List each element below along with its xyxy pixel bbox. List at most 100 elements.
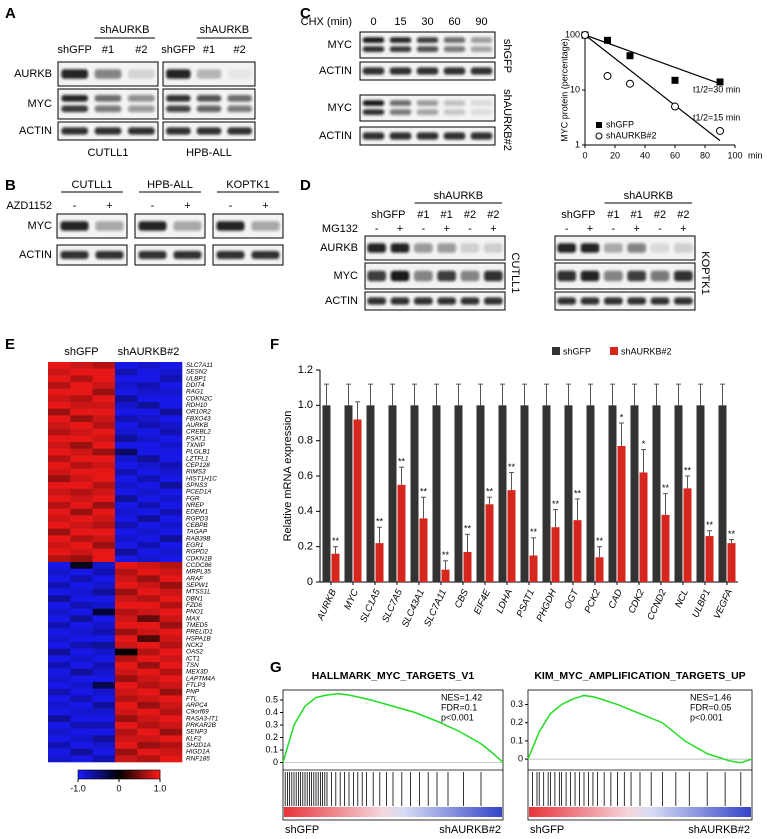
bar (353, 419, 362, 582)
y-tick-label: 0.4 (298, 505, 313, 517)
row-label: ACTIN (19, 125, 52, 137)
heat-cell (48, 375, 71, 383)
enrichment-curve (527, 694, 753, 764)
band (416, 37, 439, 43)
significance: ** (486, 487, 494, 497)
heat-cell (48, 402, 71, 409)
band (196, 95, 222, 102)
heat-cell (137, 635, 160, 643)
x-tick-label: 80 (700, 150, 710, 160)
band (389, 67, 412, 75)
bar (705, 536, 714, 582)
heat-cell (137, 735, 160, 743)
time-label: 90 (475, 16, 487, 28)
heat-cell (137, 428, 160, 436)
heat-cell (159, 422, 183, 429)
band (604, 243, 623, 253)
heat-cell (115, 435, 138, 443)
heat-cell (92, 555, 116, 563)
heat-cell (159, 528, 183, 536)
row-label: MYC (328, 39, 353, 51)
heat-cell (137, 475, 160, 483)
legend-marker (596, 122, 602, 128)
condition-label: shAURKB#2 (501, 89, 513, 151)
heat-cell (70, 742, 93, 749)
y-tick-label: 0.2 (298, 541, 313, 553)
band (416, 67, 439, 75)
heat-cell (92, 562, 116, 569)
colorbar-step (151, 770, 155, 779)
heat-cell (115, 468, 138, 476)
heat-cell (70, 435, 93, 443)
sign-label: - (468, 223, 472, 235)
heat-cell (137, 728, 160, 736)
lane-label: #2 (234, 44, 246, 56)
gene-label: SH2D1A (186, 742, 211, 749)
group-label: shAURKB#2 (118, 346, 180, 358)
gene-label: FTLP3 (186, 682, 206, 689)
band (443, 100, 466, 106)
heat-cell (92, 628, 116, 636)
band (251, 221, 280, 231)
heat-cell (115, 642, 138, 649)
colorbar-step (137, 770, 140, 779)
colorbar-step (82, 770, 85, 779)
gene-label: SLC7A11 (186, 362, 213, 369)
heat-cell (92, 595, 116, 603)
heat-cell (159, 448, 183, 456)
heat-cell (92, 588, 116, 596)
row-label: AURKB (320, 242, 358, 254)
heat-cell (115, 408, 138, 416)
heat-cell (137, 615, 160, 623)
lane-label: #2 (464, 209, 476, 221)
heat-cell (48, 648, 71, 656)
gene-label: OAS2 (186, 649, 203, 656)
sign-label: - (375, 223, 379, 235)
gene-label: CCDC86 (186, 562, 212, 569)
significance: ** (662, 483, 670, 493)
heat-cell (48, 508, 71, 516)
group-label: shAURKB (200, 24, 250, 36)
point (581, 31, 589, 39)
group-label: shAURKB (624, 190, 674, 202)
stat-label: NES=1.46 (690, 692, 731, 702)
heat-cell (48, 535, 71, 543)
band (362, 100, 385, 106)
colorbar-step (78, 770, 81, 779)
significance: ** (464, 524, 472, 534)
blot (364, 262, 506, 290)
gene-label: RAB39B (186, 535, 211, 542)
colorbar-step (125, 770, 128, 779)
bar (551, 527, 560, 582)
blot (57, 88, 159, 120)
x-tick-label: CCND2 (645, 587, 669, 622)
band (470, 109, 493, 116)
band (389, 109, 412, 116)
heat-cell (115, 428, 138, 436)
heat-cell (48, 362, 71, 369)
x-tick-label: AURKB (315, 587, 340, 623)
heat-cell (137, 748, 160, 756)
band (580, 243, 600, 253)
bar (476, 405, 485, 582)
heat-cell (159, 508, 183, 516)
heat-cell (159, 655, 183, 663)
x-unit: min (748, 150, 763, 160)
colorbar-step (143, 770, 146, 779)
heat-cell (159, 702, 183, 709)
heat-cell (159, 688, 183, 696)
heat-cell (115, 395, 138, 403)
sign-label: - (73, 200, 77, 212)
heat-cell (92, 455, 116, 463)
lane-label: shGFP (371, 209, 405, 221)
sign-label: + (184, 200, 190, 212)
y-tick-label: 0.2 (510, 717, 523, 727)
band (389, 100, 412, 106)
band (437, 243, 456, 253)
band (362, 67, 385, 75)
colorbar-label: 0 (116, 783, 121, 793)
time-label: 30 (421, 16, 433, 28)
heat-cell (70, 755, 93, 763)
heat-cell (92, 475, 116, 483)
heat-cell (70, 695, 93, 703)
